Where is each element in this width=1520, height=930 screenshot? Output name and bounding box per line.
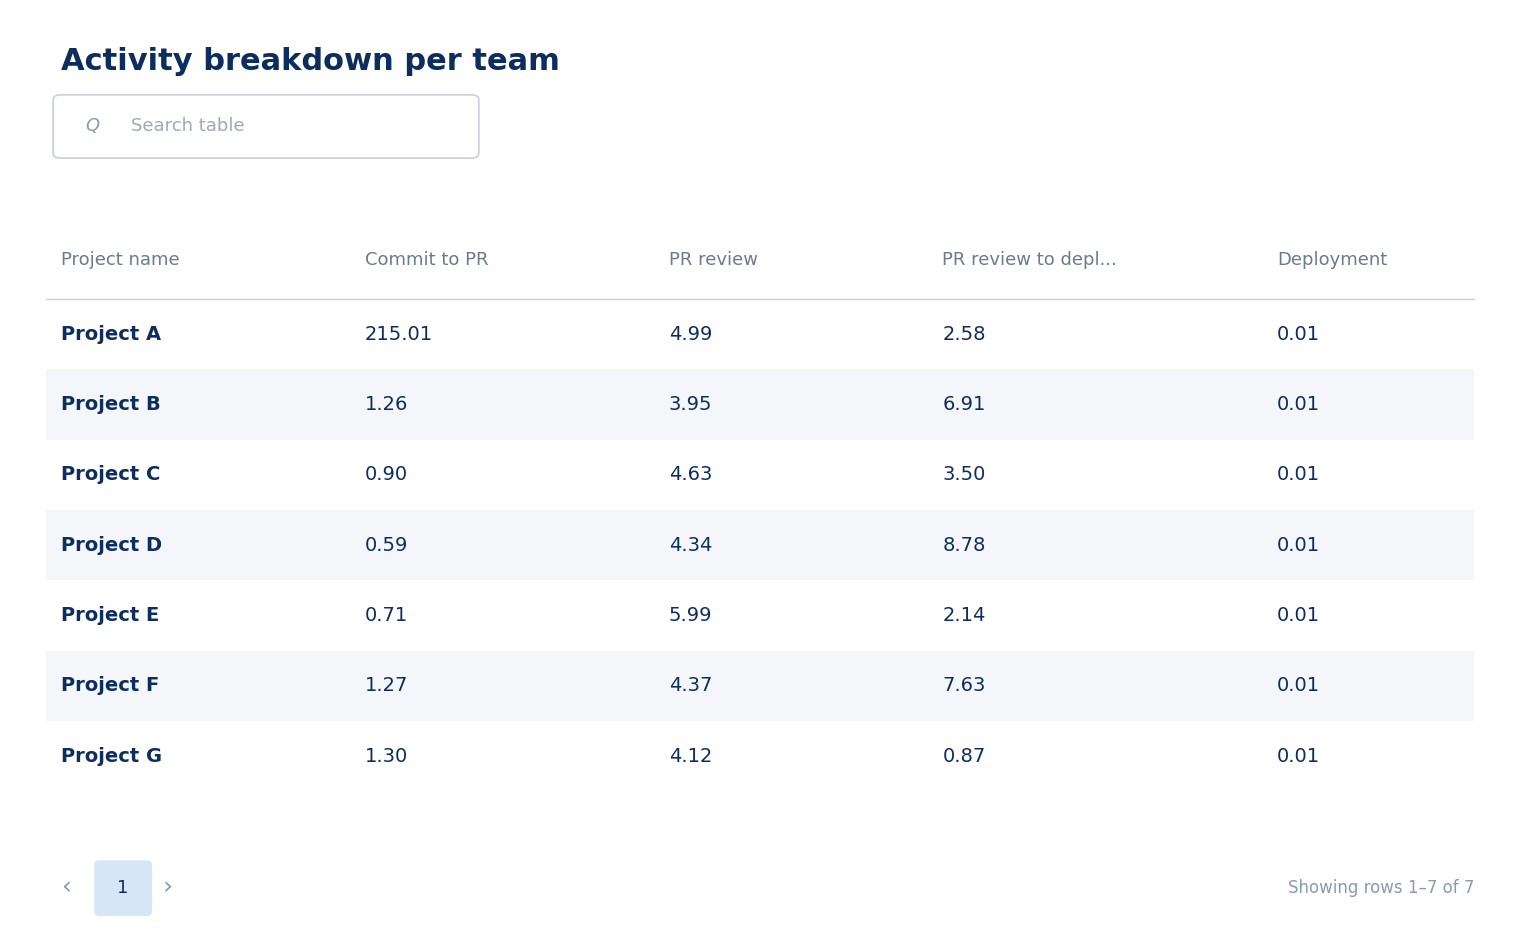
Text: 4.12: 4.12	[669, 747, 713, 765]
FancyBboxPatch shape	[53, 95, 479, 158]
Text: 2.58: 2.58	[942, 325, 986, 344]
Text: 0.71: 0.71	[365, 606, 407, 625]
FancyBboxPatch shape	[94, 860, 152, 916]
Text: Search table: Search table	[131, 117, 245, 136]
Text: 0.01: 0.01	[1277, 536, 1319, 554]
Text: Project E: Project E	[61, 606, 160, 625]
Text: 0.90: 0.90	[365, 465, 407, 485]
Text: 6.91: 6.91	[942, 395, 986, 414]
Text: 2.14: 2.14	[942, 606, 986, 625]
Text: 0.59: 0.59	[365, 536, 409, 554]
Text: 1.26: 1.26	[365, 395, 409, 414]
Text: 4.63: 4.63	[669, 465, 713, 485]
Text: 4.99: 4.99	[669, 325, 713, 344]
Text: 1: 1	[117, 879, 129, 897]
Text: 0.01: 0.01	[1277, 325, 1319, 344]
Text: 0.01: 0.01	[1277, 747, 1319, 765]
Text: Project D: Project D	[61, 536, 163, 554]
Text: Project C: Project C	[61, 465, 160, 485]
FancyBboxPatch shape	[46, 510, 1474, 580]
Text: Activity breakdown per team: Activity breakdown per team	[61, 46, 559, 75]
Text: PR review to depl...: PR review to depl...	[942, 251, 1117, 270]
Text: Project G: Project G	[61, 747, 163, 765]
Text: Project name: Project name	[61, 251, 179, 270]
Text: 4.37: 4.37	[669, 676, 713, 696]
Text: Q: Q	[85, 117, 99, 136]
Text: 5.99: 5.99	[669, 606, 713, 625]
Text: Project B: Project B	[61, 395, 161, 414]
Text: Deployment: Deployment	[1277, 251, 1388, 270]
Text: ›: ›	[163, 876, 173, 900]
Text: 0.01: 0.01	[1277, 676, 1319, 696]
Text: Project A: Project A	[61, 325, 161, 344]
FancyBboxPatch shape	[46, 369, 1474, 440]
Text: 0.87: 0.87	[942, 747, 985, 765]
Text: ‹: ‹	[61, 876, 71, 900]
Text: 4.34: 4.34	[669, 536, 713, 554]
Text: PR review: PR review	[669, 251, 758, 270]
Text: 0.01: 0.01	[1277, 395, 1319, 414]
Text: 7.63: 7.63	[942, 676, 986, 696]
Text: 1.27: 1.27	[365, 676, 409, 696]
Text: Showing rows 1–7 of 7: Showing rows 1–7 of 7	[1287, 879, 1474, 897]
Text: 215.01: 215.01	[365, 325, 433, 344]
Text: 3.95: 3.95	[669, 395, 713, 414]
FancyBboxPatch shape	[46, 651, 1474, 721]
Text: 1.30: 1.30	[365, 747, 407, 765]
Text: Project F: Project F	[61, 676, 160, 696]
Text: 8.78: 8.78	[942, 536, 986, 554]
Text: 0.01: 0.01	[1277, 465, 1319, 485]
Text: 0.01: 0.01	[1277, 606, 1319, 625]
Text: 3.50: 3.50	[942, 465, 986, 485]
Text: Commit to PR: Commit to PR	[365, 251, 488, 270]
